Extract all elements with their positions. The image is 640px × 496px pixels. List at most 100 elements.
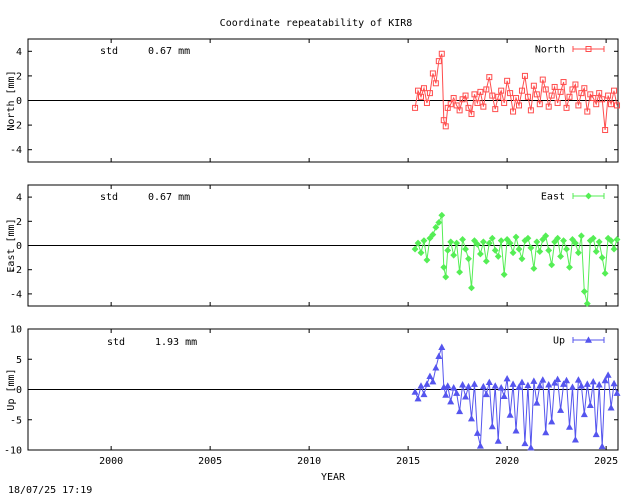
x-tick-label: 2020 [495, 456, 519, 467]
data-point [474, 99, 481, 106]
data-point [577, 382, 585, 389]
data-point [605, 92, 612, 99]
data-point [447, 238, 455, 246]
data-point [524, 234, 532, 242]
x-tick-label: 2000 [99, 456, 123, 467]
data-point [483, 86, 490, 93]
data-point [613, 236, 621, 243]
data-point [447, 101, 454, 108]
data-point [581, 85, 588, 92]
data-point [560, 380, 568, 387]
legend-label: North [535, 45, 565, 56]
data-point [530, 265, 538, 272]
data-point [417, 382, 425, 389]
data-point [557, 252, 565, 260]
data-point [521, 439, 529, 447]
y-tick-label: 4 [16, 47, 22, 58]
data-point [482, 257, 490, 265]
data-point [456, 107, 463, 114]
data-point [611, 87, 618, 94]
data-point [423, 256, 431, 264]
data-point [414, 239, 422, 247]
data-point [420, 237, 428, 245]
y-axis-label: North [mm] [6, 70, 17, 130]
y-tick-label: 0 [16, 241, 22, 252]
data-point [586, 401, 594, 409]
data-point [504, 77, 511, 84]
data-point [456, 407, 464, 415]
x-tick-label: 2010 [297, 456, 321, 467]
data-point [513, 95, 520, 102]
y-tick-label: 4 [16, 193, 22, 204]
data-point [601, 269, 609, 277]
data-point [456, 268, 464, 276]
panel-3: -10 -5 0 5 10 Up [mm] std 1.93 mm Up 2000 2005 2010… [4, 325, 621, 483]
std-value: 0.67 mm [148, 46, 190, 57]
data-point [583, 380, 591, 387]
data-point [411, 245, 419, 253]
data-point [495, 93, 502, 100]
data-point [545, 381, 553, 388]
data-point [592, 248, 600, 255]
y-axis-label: East [mm] [6, 218, 17, 272]
data-point [563, 376, 571, 384]
data-point [545, 246, 553, 254]
data-point [536, 101, 543, 108]
data-point [503, 374, 511, 382]
data-point [577, 232, 585, 240]
data-point [554, 99, 561, 106]
data-point [583, 300, 591, 308]
data-point [565, 423, 573, 430]
std-value: 1.93 mm [155, 337, 197, 348]
data-point [450, 384, 458, 391]
data-point [613, 389, 621, 396]
data-point [595, 381, 603, 388]
data-point [574, 376, 582, 383]
data-point [492, 106, 499, 113]
std-value: 0.67 mm [148, 192, 190, 203]
data-point [557, 88, 564, 95]
data-point [602, 127, 609, 134]
y-tick-label: 2 [16, 71, 22, 82]
data-point [557, 406, 565, 413]
panel-1: -4 -2 0 2 4 North [mm] std 0.67 mm North [6, 38, 621, 163]
data-point [509, 380, 517, 387]
data-point [516, 102, 523, 109]
data-point [536, 382, 544, 389]
data-point [501, 99, 508, 106]
data-point [494, 252, 502, 260]
data-point [548, 92, 555, 99]
data-point [548, 261, 556, 269]
data-point [411, 388, 419, 395]
data-point [598, 254, 606, 262]
data-point [542, 232, 550, 240]
data-point [524, 93, 531, 100]
data-point [506, 239, 514, 247]
data-point [608, 101, 615, 108]
data-point [440, 263, 448, 271]
data-point [580, 288, 588, 295]
data-point [420, 85, 427, 92]
data-point [533, 238, 541, 246]
data-point [432, 80, 439, 87]
data-point [420, 390, 428, 398]
data-point [507, 90, 514, 97]
data-point [584, 108, 591, 115]
data-point [515, 383, 523, 390]
data-point [426, 372, 434, 379]
data-point [598, 442, 606, 450]
data-point [417, 249, 425, 257]
data-point [572, 81, 579, 88]
data-point [444, 382, 452, 389]
data-point [566, 93, 573, 100]
y-tick-label: -2 [10, 265, 22, 276]
data-point [566, 263, 573, 271]
data-point [438, 211, 446, 219]
data-point [480, 103, 487, 110]
data-point [601, 376, 609, 384]
data-point [426, 90, 433, 97]
data-point [554, 234, 562, 242]
data-point [518, 87, 525, 94]
data-point [510, 108, 517, 115]
